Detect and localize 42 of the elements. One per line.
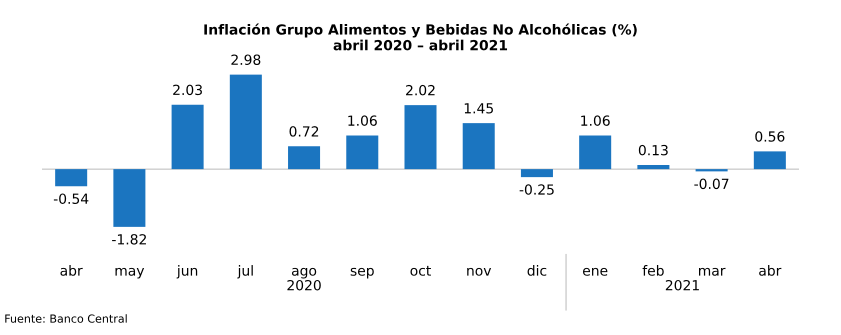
- x-tick-label: abr: [60, 265, 83, 276]
- bar: [288, 146, 320, 170]
- x-tick-label: oct: [410, 266, 431, 276]
- data-label: 1.06: [581, 115, 610, 126]
- data-label: 1.06: [348, 115, 377, 126]
- bar: [579, 136, 612, 170]
- x-tick-label: ago: [292, 268, 316, 278]
- x-tick-label: mar: [699, 268, 726, 276]
- x-tick-label: sep: [350, 268, 374, 278]
- data-label: 1.45: [464, 103, 493, 114]
- bar: [462, 123, 495, 170]
- data-label: 2.03: [173, 84, 202, 96]
- data-label: -0.07: [694, 178, 728, 190]
- bar: [637, 165, 670, 170]
- bar: [172, 104, 204, 170]
- x-tick-label: ene: [582, 268, 608, 276]
- x-tick-label: may: [116, 268, 144, 278]
- data-label: -0.25: [520, 184, 554, 195]
- data-label: -0.54: [54, 193, 88, 204]
- text: 2020: [287, 280, 321, 290]
- data-label: 0.56: [755, 131, 784, 142]
- chart-title: Inflación Grupo Alimentos y Bebidas No Alcohólicas (%) abril 2020 – abril 2021: [204, 23, 637, 50]
- bar: [113, 169, 146, 227]
- bar: [55, 169, 88, 186]
- x-tick-label: dic: [528, 265, 546, 276]
- x-tick-label: feb: [642, 265, 664, 276]
- bar: [520, 169, 553, 178]
- x-tick-label: jul: [237, 265, 253, 278]
- source-note: Fuente: Banco Central: [5, 314, 127, 323]
- data-label: 0.13: [638, 144, 668, 156]
- x-tick-label: jun: [176, 265, 198, 278]
- data-label: 2.02: [406, 84, 435, 96]
- bar: [346, 136, 378, 170]
- bar: [230, 74, 262, 170]
- data-label: -1.82: [112, 234, 146, 245]
- x-tick-label: abr: [759, 265, 782, 276]
- bar: [404, 105, 437, 170]
- text: 2021: [666, 280, 699, 290]
- x-tick-label: nov: [467, 268, 492, 276]
- data-label: 2.98: [231, 54, 260, 65]
- bar: [754, 151, 786, 170]
- data-label: 0.72: [290, 126, 318, 137]
